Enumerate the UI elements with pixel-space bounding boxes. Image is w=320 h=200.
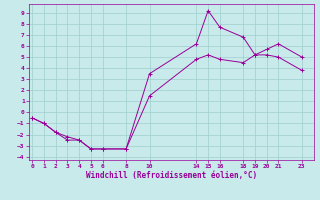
X-axis label: Windchill (Refroidissement éolien,°C): Windchill (Refroidissement éolien,°C) (86, 171, 257, 180)
